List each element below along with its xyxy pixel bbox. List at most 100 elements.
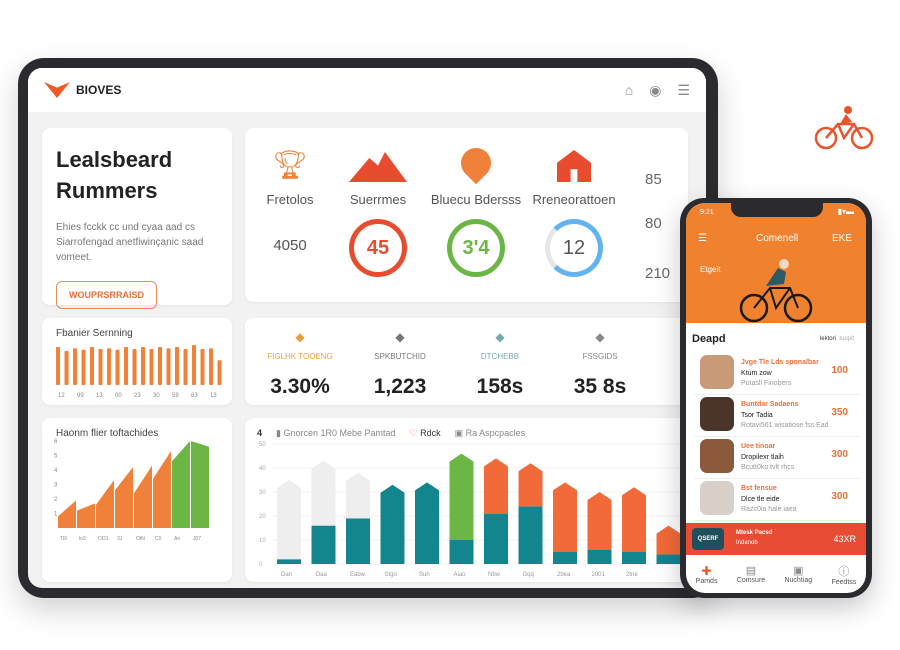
calendar-icon: ▤ (745, 565, 757, 577)
item-meta: Razc0ia hale iaea (741, 506, 797, 513)
y-tick: 3 (54, 483, 58, 489)
bar (56, 347, 60, 385)
promo-banner[interactable]: QSERF Mtesk Pacsd Indanob 43XR (686, 523, 866, 555)
menu-icon[interactable]: ☰ (698, 233, 707, 244)
list-item[interactable]: Uee tinoar Dropilexr tlaih Bcutt0ko tvlt r… (694, 437, 860, 479)
y-tick: 40 (259, 466, 266, 472)
x-label: OO1 (98, 536, 109, 542)
house-icon (557, 150, 591, 182)
stat-suerrmes: Suerrmes 45 (328, 148, 428, 277)
item-value: 100 (831, 365, 848, 376)
bar (200, 349, 205, 385)
stats-card: 🏆︎ Fretolos 4050 Suerrmes 45 Bluecu Bder… (245, 128, 688, 302)
bar-segment (656, 554, 681, 564)
bar (149, 349, 154, 385)
item-value: 350 (831, 407, 848, 418)
tablet-screen: BIOVES ⌂ ◉ ☰ Lealsbeard Rummers Ehies fc… (28, 68, 706, 588)
kpi-icon: ◆ (495, 330, 505, 344)
y-tick: 20 (259, 514, 266, 520)
status-time: 9:21 (700, 209, 714, 216)
bar (183, 349, 188, 385)
kpi-item: ◆ DTCHEBB 158s (450, 318, 550, 399)
bar (132, 349, 137, 385)
nav-item[interactable]: ▣ Nuchtiag (784, 565, 813, 584)
hero-card: Lealsbeard Rummers Ehies fcckk cc und cy… (42, 128, 232, 309)
sernning-chart-card: Fbanier Sernning 12 99 13 00 23 30 59 83 13 (42, 318, 232, 405)
stat-ring: 12 (545, 219, 603, 277)
area-chart-card: Haonm flier toftachides 1 2 3 4 5 6 Tl9 lo3 OO1 3… (42, 418, 232, 582)
side-values: 85 80 210 (645, 158, 670, 296)
kpi-icon: ◆ (395, 330, 405, 344)
side-value: 85 (645, 171, 662, 188)
list-item[interactable]: Buntdar Sadaens Tsor Tadia Rotavi561 wisat… (694, 395, 860, 437)
bar-segment (622, 552, 646, 564)
nav-item[interactable]: ▤ Comsure (736, 565, 766, 584)
bottom-nav: ✚ Pamds ▤ Comsure ▣ Nuchtiag ⓘ Feedtss (686, 555, 866, 593)
x-label: An (174, 536, 180, 542)
bar-segment (346, 472, 370, 519)
kpi-card: ◆ FIGLHK TOOENG 3.30% ◆ SPKBUTCHID 1,223 ◆ DTCH… (245, 318, 706, 405)
bar-segment (311, 460, 336, 526)
home-icon[interactable]: ⌂ (624, 81, 634, 98)
y-tick: 1 (54, 512, 58, 518)
item-meta: Bcutt0ko tvlt rhcs (741, 464, 795, 471)
area-segment (77, 503, 95, 528)
phone-notch (731, 203, 823, 217)
brand-name: BIOVES (76, 83, 122, 97)
cyclist-illustration-icon (739, 259, 813, 323)
hero-label: Etgeit (700, 265, 721, 274)
tick-label: 83 (191, 393, 198, 399)
bar (217, 360, 222, 385)
legend-item[interactable]: ▮ Gnorcen 1R0 Mebe Pamtad (276, 428, 396, 438)
bar-segment (484, 513, 508, 564)
bar (209, 348, 213, 385)
tab[interactable]: tuopit (839, 336, 854, 342)
x-label: J07 (193, 536, 201, 542)
y-tick: 5 (54, 454, 58, 460)
item-meta: Rotavi561 wisatiose fss Ead (741, 422, 829, 429)
side-value: 80 (645, 215, 662, 232)
phone-device: 9:21 ▮▾▬ ☰ Comenell EKE Etgeit Deapd lek… (680, 198, 872, 598)
banner-sub: Indanob (736, 540, 758, 546)
x-label: Eabw (350, 572, 366, 578)
chart-title: Haonm flier toftachides (56, 428, 159, 439)
phone-screen: 9:21 ▮▾▬ ☰ Comenell EKE Etgeit Deapd lek… (686, 203, 866, 593)
legend-item[interactable]: ♡ Rdck (409, 428, 441, 438)
legend-item[interactable]: ▣ Ra Aspcpacles (454, 428, 526, 438)
nav-item[interactable]: ⓘ Feedtss (831, 563, 856, 586)
list-item[interactable]: Jvge Tle Lds sponalbar Ktum zow Potasll Fi… (694, 353, 860, 395)
x-label: Dan (281, 572, 292, 578)
kpi-value: 1,223 (373, 375, 427, 398)
list-item[interactable]: Bst fensue Dlce tle eide Razc0ia hale iaea… (694, 479, 860, 521)
kpi-value: 3.30% (270, 375, 330, 398)
bar (73, 348, 77, 385)
banner-value: 43XR (833, 534, 856, 544)
banner-badge: QSERF (692, 528, 724, 550)
item-title: Uee tinoar (741, 443, 776, 450)
bar (107, 348, 111, 385)
stat-label: Bluecu Bdersss (430, 192, 522, 207)
kpi-label: FIGLHK TOOENG (267, 352, 333, 361)
x-label: Oaa (316, 572, 328, 578)
kpi-label: SPKBUTCHID (374, 352, 426, 361)
y-tick: 30 (259, 490, 266, 496)
tab[interactable]: lektori (819, 336, 836, 342)
bar-segment (449, 453, 474, 540)
tick-label: 13 (210, 393, 217, 399)
side-value: 210 (645, 265, 671, 282)
nav-item[interactable]: ✚ Pamds (695, 563, 718, 585)
brand-logo-icon (44, 82, 70, 98)
wifi-icon[interactable]: ◉ (649, 81, 662, 98)
stacked-chart-card: 4 ▮ Gnorcen 1R0 Mebe Pamtad ♡ Rdck ▣ Ra … (245, 418, 706, 582)
hero-button[interactable]: WOUPRSRRAISD (56, 281, 158, 309)
bar-segment (277, 559, 301, 564)
menu-icon[interactable]: ☰ (677, 81, 690, 98)
signal-wifi-battery-icon: ▮▾▬ (837, 207, 854, 216)
bar-segment (346, 518, 370, 564)
area-segment (115, 467, 133, 528)
phone-action[interactable]: EKE (831, 233, 852, 244)
bar (98, 349, 103, 385)
y-tick: 2 (54, 497, 58, 503)
stat-fretolos: 🏆︎ Fretolos 4050 (240, 148, 340, 254)
item-title: Bst fensue (741, 485, 777, 492)
